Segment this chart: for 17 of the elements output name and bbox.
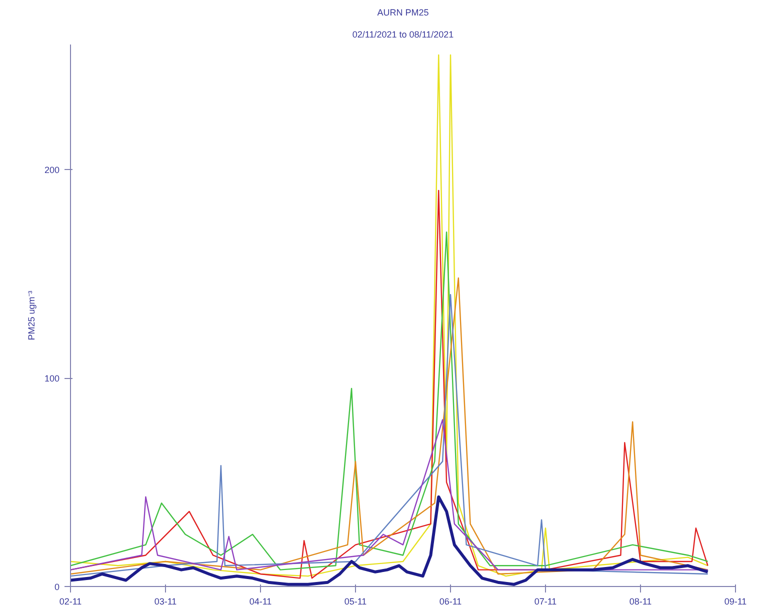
line-series bbox=[70, 419, 708, 570]
y-tick-label: 0 bbox=[54, 582, 60, 592]
chart-title: AURN PM25 bbox=[377, 8, 429, 18]
x-tick-label: 05-11 bbox=[344, 596, 367, 606]
x-tick-label: 06-11 bbox=[439, 596, 462, 606]
line-series bbox=[70, 54, 708, 577]
chart-subtitle: 02/11/2021 to 08/11/2021 bbox=[352, 30, 454, 40]
y-axis-title: PM25 ugm⁻³ bbox=[26, 290, 36, 340]
x-tick-label: 04-11 bbox=[249, 596, 272, 606]
x-tick-label: 03-11 bbox=[154, 596, 177, 606]
x-tick-label: 07-11 bbox=[534, 596, 557, 606]
x-tick-label: 09-11 bbox=[724, 596, 747, 606]
y-tick-label: 100 bbox=[44, 374, 60, 384]
line-series bbox=[70, 495, 710, 586]
x-tick-label: 08-11 bbox=[629, 596, 652, 606]
x-tick-label: 02-11 bbox=[59, 596, 82, 606]
y-tick-label: 200 bbox=[44, 165, 60, 176]
